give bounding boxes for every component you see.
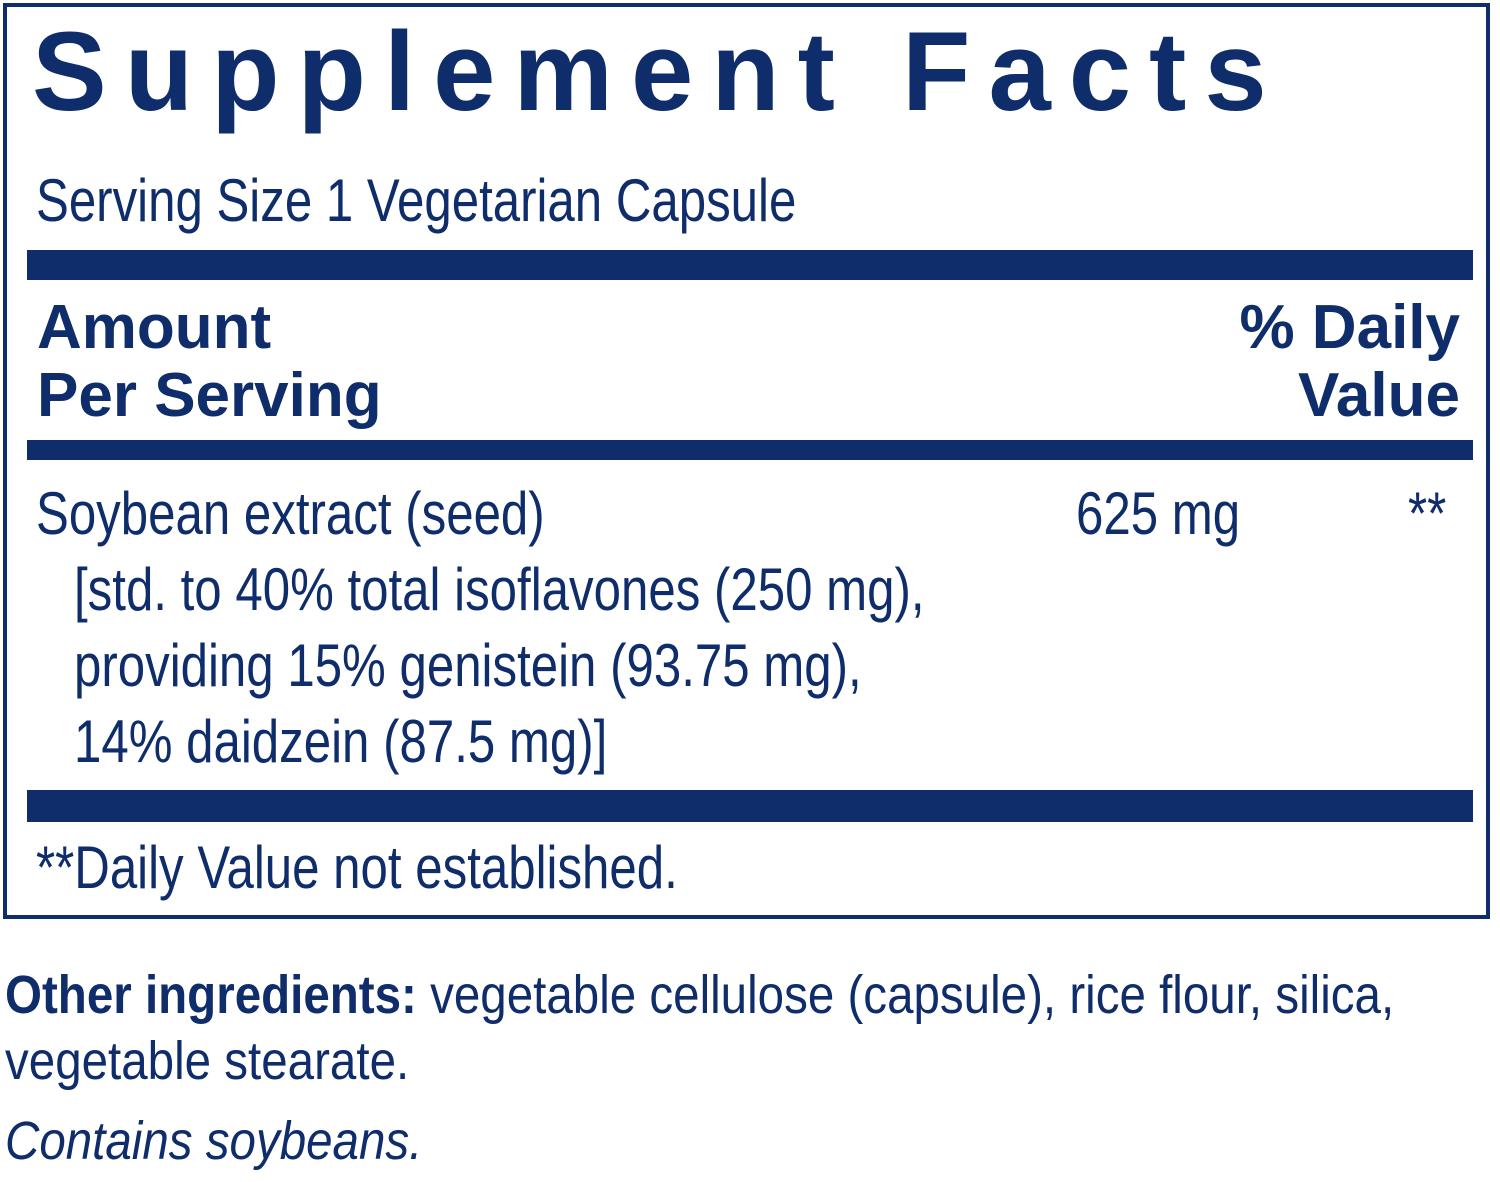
per-serving-label: Per Serving (37, 361, 382, 430)
other-ingredients-text: vegetable cellulose (capsule), rice flou… (5, 965, 1395, 1091)
ingredient-detail: [std. to 40% total isoflavones (250 mg), (74, 556, 925, 623)
other-ingredients: Other ingredients: vegetable cellulose (… (5, 962, 1431, 1094)
footnote: **Daily Value not established. (36, 834, 678, 901)
amount-header: Amount Per Serving (37, 294, 382, 430)
allergen-statement: Contains soybeans. (5, 1111, 423, 1171)
ingredient-name: Soybean extract (seed) (36, 480, 545, 547)
other-ingredients-label: Other ingredients: (5, 965, 417, 1025)
divider (27, 250, 1473, 280)
divider (27, 790, 1473, 822)
divider (27, 440, 1473, 460)
ingredient-amount: 625 mg (1076, 480, 1241, 547)
amount-label: Amount (37, 293, 272, 362)
dv-header: % Daily Value (1239, 294, 1460, 430)
serving-size: Serving Size 1 Vegetarian Capsule (36, 167, 797, 234)
panel-title: Supplement Facts (32, 9, 1285, 134)
value-label: Value (1298, 361, 1460, 430)
ingredient-dv: ** (1408, 480, 1447, 547)
dv-label: % Daily (1239, 293, 1460, 362)
supplement-facts-panel (3, 3, 1490, 919)
ingredient-detail: 14% daidzein (87.5 mg)] (74, 708, 608, 775)
ingredient-detail: providing 15% genistein (93.75 mg), (74, 632, 862, 699)
